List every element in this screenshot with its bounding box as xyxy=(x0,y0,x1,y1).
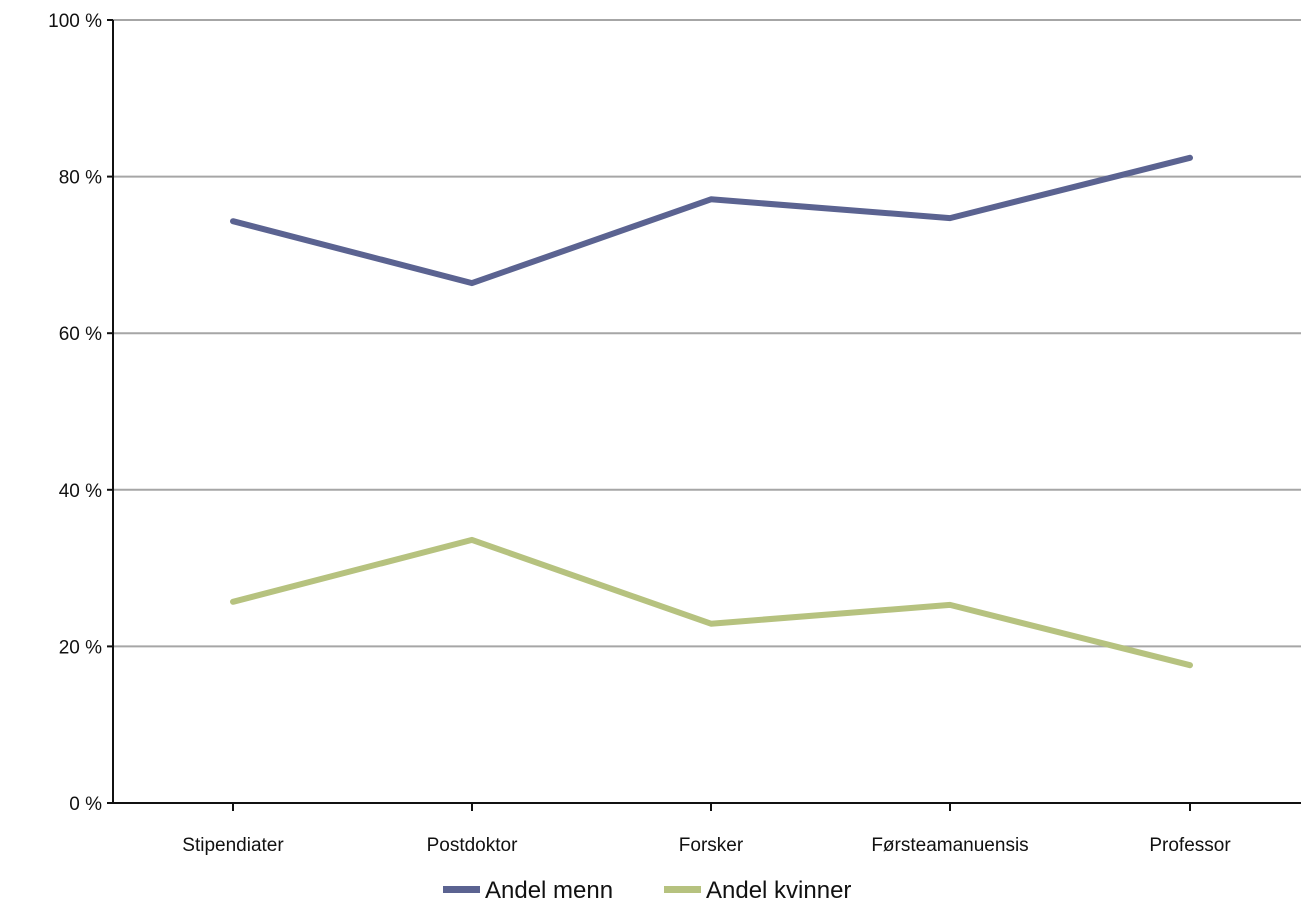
x-tick-label: Postdoktor xyxy=(427,835,518,856)
y-axis-ticks: 0 % 20 % 40 % 60 % 80 % 100 % xyxy=(48,11,113,815)
y-tick-label: 100 % xyxy=(48,11,102,32)
series-line-1 xyxy=(230,536,1193,669)
legend-swatch xyxy=(443,886,480,893)
gridlines xyxy=(113,19,1301,648)
x-tick-label: Førsteamanuensis xyxy=(871,835,1028,856)
series-lines xyxy=(230,154,1193,669)
x-tick-label: Forsker xyxy=(679,835,744,856)
x-tick-label: Stipendiater xyxy=(182,835,284,856)
x-tick-label: Professor xyxy=(1149,835,1231,856)
y-tick-label: 60 % xyxy=(59,324,102,345)
x-axis-ticks: Stipendiater Postdoktor Forsker Førsteamanu… xyxy=(182,803,1231,856)
legend-swatch xyxy=(664,886,701,893)
y-tick-label: 20 % xyxy=(59,637,102,658)
series-line-0 xyxy=(230,154,1193,287)
y-tick-label: 40 % xyxy=(59,481,102,502)
legend-label: Andel kvinner xyxy=(706,877,851,904)
y-tick-label: 80 % xyxy=(59,168,102,189)
y-tick-label: 0 % xyxy=(69,794,102,815)
legend-label: Andel menn xyxy=(485,877,613,904)
legend: Andel menn Andel kvinner xyxy=(443,877,851,904)
